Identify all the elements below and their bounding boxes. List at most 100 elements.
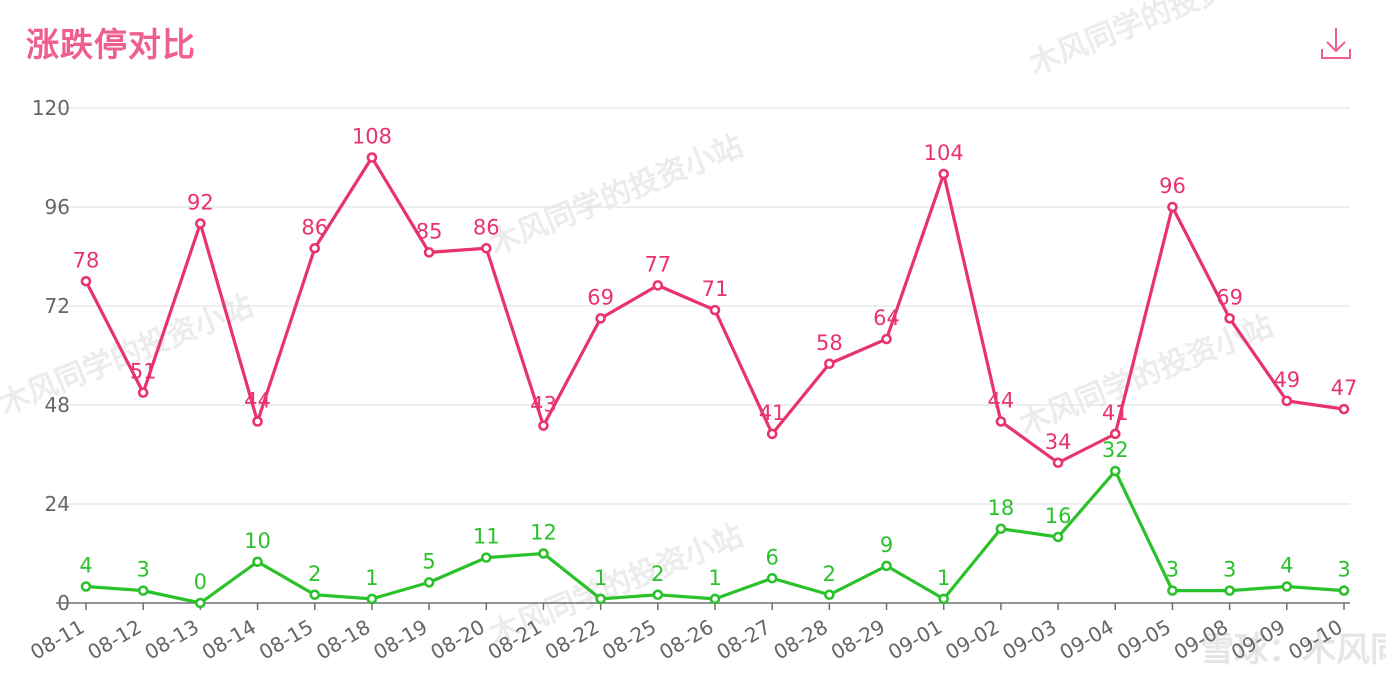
data-label: 96 [1159,174,1186,198]
x-tick-label: 08-21 [484,615,546,665]
y-tick-label: 96 [45,195,70,219]
x-tick-label: 08-19 [369,615,431,665]
data-point [1167,585,1178,596]
data-point [366,152,378,163]
y-tick-label: 72 [45,294,70,318]
data-point [1338,403,1350,415]
data-label: 32 [1102,438,1129,462]
data-label: 3 [1223,558,1236,582]
data-point [366,593,378,605]
data-point [995,523,1007,535]
data-label: 78 [73,248,100,272]
x-tick-label: 08-29 [827,615,889,665]
data-point [1338,585,1350,596]
y-tick-label: 120 [32,96,70,120]
data-label: 4 [79,554,92,578]
data-label: 44 [244,389,271,413]
data-point [80,581,92,592]
data-label: 41 [759,401,786,425]
data-point [80,275,92,287]
data-label: 49 [1273,368,1300,392]
data-label: 85 [416,219,443,243]
data-point [1224,313,1235,324]
data-label: 2 [308,562,321,586]
data-label: 34 [1045,430,1072,454]
data-point [538,548,549,559]
x-tick-label: 09-01 [884,615,946,665]
data-point [1167,201,1178,213]
data-point [252,416,263,427]
data-label: 9 [880,533,893,557]
x-tick-label: 09-03 [998,615,1060,665]
x-tick-label: 08-12 [83,615,145,665]
x-tick-label: 08-18 [312,615,374,665]
chart-title: 涨跌停对比 [26,25,196,64]
data-label: 41 [1102,401,1129,425]
x-tick-label: 08-22 [541,615,603,665]
data-point [480,552,492,563]
data-point [252,556,263,568]
data-label: 2 [651,562,664,586]
data-point [538,420,549,431]
data-label: 1 [365,566,378,590]
data-label: 77 [644,252,671,276]
x-tick-label: 09-08 [1170,615,1232,665]
data-point [137,585,149,596]
y-tick-label: 48 [45,393,70,417]
data-point [195,218,206,229]
x-tick-label: 08-27 [712,615,774,665]
data-label: 3 [136,558,149,582]
y-tick-label: 24 [45,492,70,516]
data-point [995,416,1007,427]
data-label: 1 [708,566,721,590]
x-tick-label: 09-09 [1227,615,1289,665]
data-point [137,387,149,398]
data-point [824,589,835,601]
data-label: 6 [765,545,778,569]
data-label: 11 [473,525,500,549]
data-label: 5 [422,549,435,573]
data-label: 58 [816,331,843,355]
data-label: 16 [1045,504,1072,528]
data-label: 47 [1331,376,1358,400]
data-point [195,597,206,609]
x-tick-label: 08-15 [255,615,317,665]
data-label: 43 [530,393,557,417]
data-label: 51 [130,360,157,384]
data-label: 44 [988,389,1015,413]
data-point [480,242,492,254]
data-point [309,242,321,254]
data-label: 71 [702,277,729,301]
data-label: 3 [1166,558,1179,582]
data-label: 69 [587,285,614,309]
data-label: 92 [187,191,214,215]
data-point [709,304,721,316]
data-label: 104 [924,141,964,165]
data-point [423,247,435,258]
data-label: 108 [352,125,392,149]
data-point [1052,531,1064,543]
download-icon[interactable] [1318,24,1354,64]
data-point [824,358,835,370]
data-point [766,428,778,440]
x-tick-label: 08-20 [426,615,488,665]
data-point [1052,457,1064,469]
data-label: 3 [1337,558,1350,582]
data-point [1281,395,1293,407]
data-label: 86 [473,215,500,239]
data-label: 10 [244,529,271,553]
data-point [652,589,664,601]
data-point [652,280,664,291]
data-label: 0 [194,570,207,594]
data-label: 86 [301,215,328,239]
x-tick-label: 08-13 [141,615,203,665]
data-label: 4 [1280,554,1293,578]
download-icon-glyph [1321,28,1351,59]
data-point [1281,581,1293,592]
data-point [938,593,950,605]
x-tick-label: 08-25 [598,615,660,665]
x-tick-label: 09-10 [1284,615,1346,665]
data-point [595,313,606,324]
data-point [766,572,778,584]
